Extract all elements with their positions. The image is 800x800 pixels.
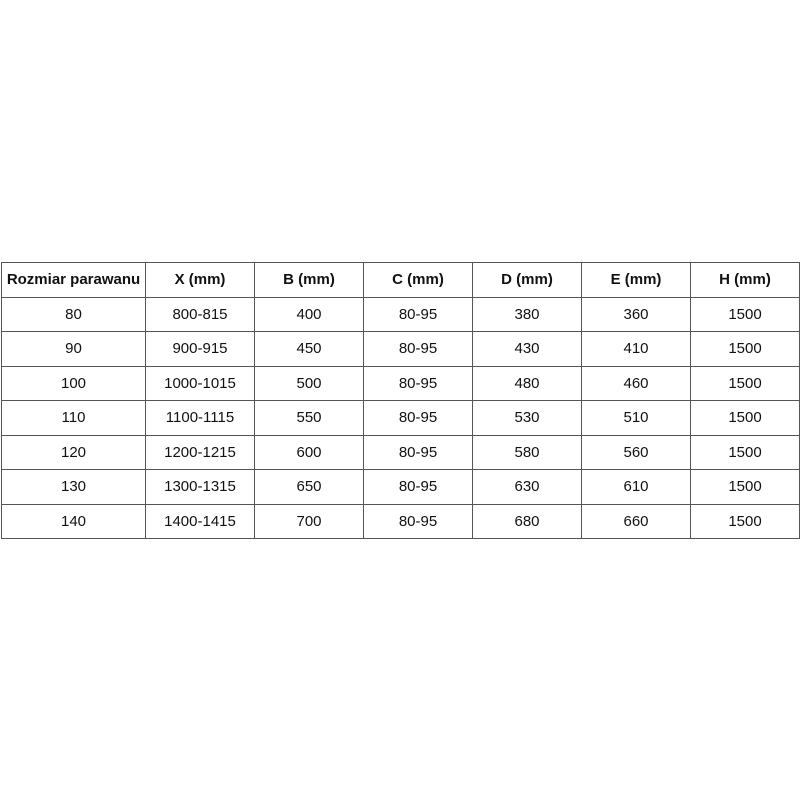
table-cell: 1500 xyxy=(690,365,800,401)
table-cell: 610 xyxy=(581,469,691,505)
table-cell: 400 xyxy=(254,296,364,332)
table-cell: 1500 xyxy=(690,469,800,505)
table-cell: 900-915 xyxy=(145,331,255,367)
table-cell: 660 xyxy=(581,503,691,539)
table-row: 140 1400-1415 700 80-95 680 660 1500 xyxy=(1,503,800,539)
table-cell: 550 xyxy=(254,400,364,436)
column-header: E (mm) xyxy=(581,262,691,298)
table-cell: 630 xyxy=(472,469,582,505)
table-header-row: Rozmiar parawanu X (mm) B (mm) C (mm) D (mm)… xyxy=(1,262,800,298)
table-cell: 100 xyxy=(1,365,146,401)
table-cell: 80 xyxy=(1,296,146,332)
table-cell: 1500 xyxy=(690,331,800,367)
column-header: D (mm) xyxy=(472,262,582,298)
table-cell: 130 xyxy=(1,469,146,505)
table-cell: 430 xyxy=(472,331,582,367)
dimensions-table: Rozmiar parawanu X (mm) B (mm) C (mm) D (mm)… xyxy=(1,262,800,539)
table-cell: 600 xyxy=(254,434,364,470)
table-cell: 410 xyxy=(581,331,691,367)
table-cell: 510 xyxy=(581,400,691,436)
table-cell: 1500 xyxy=(690,434,800,470)
table-row: 120 1200-1215 600 80-95 580 560 1500 xyxy=(1,434,800,470)
table-cell: 360 xyxy=(581,296,691,332)
table-cell: 1300-1315 xyxy=(145,469,255,505)
table-row: 130 1300-1315 650 80-95 630 610 1500 xyxy=(1,469,800,505)
table-cell: 500 xyxy=(254,365,364,401)
table-cell: 700 xyxy=(254,503,364,539)
column-header: C (mm) xyxy=(363,262,473,298)
column-header: X (mm) xyxy=(145,262,255,298)
table-cell: 1400-1415 xyxy=(145,503,255,539)
table-cell: 460 xyxy=(581,365,691,401)
table-cell: 1500 xyxy=(690,503,800,539)
table-cell: 800-815 xyxy=(145,296,255,332)
table-cell: 580 xyxy=(472,434,582,470)
table-cell: 1500 xyxy=(690,296,800,332)
table-cell: 480 xyxy=(472,365,582,401)
table-cell: 1100-1115 xyxy=(145,400,255,436)
table-cell: 80-95 xyxy=(363,331,473,367)
table-cell: 120 xyxy=(1,434,146,470)
table-cell: 650 xyxy=(254,469,364,505)
table-row: 90 900-915 450 80-95 430 410 1500 xyxy=(1,331,800,367)
table-row: 100 1000-1015 500 80-95 480 460 1500 xyxy=(1,365,800,401)
table-cell: 560 xyxy=(581,434,691,470)
table-cell: 380 xyxy=(472,296,582,332)
table-cell: 450 xyxy=(254,331,364,367)
table-row: 80 800-815 400 80-95 380 360 1500 xyxy=(1,296,800,332)
column-header: Rozmiar parawanu xyxy=(1,262,146,298)
table-cell: 80-95 xyxy=(363,296,473,332)
table-cell: 1500 xyxy=(690,400,800,436)
table-cell: 80-95 xyxy=(363,469,473,505)
table-cell: 80-95 xyxy=(363,365,473,401)
table-cell: 80-95 xyxy=(363,434,473,470)
table-cell: 1000-1015 xyxy=(145,365,255,401)
table-cell: 680 xyxy=(472,503,582,539)
column-header: B (mm) xyxy=(254,262,364,298)
table-cell: 80-95 xyxy=(363,400,473,436)
table-cell: 530 xyxy=(472,400,582,436)
table-cell: 80-95 xyxy=(363,503,473,539)
table-cell: 1200-1215 xyxy=(145,434,255,470)
table-cell: 140 xyxy=(1,503,146,539)
table-cell: 90 xyxy=(1,331,146,367)
column-header: H (mm) xyxy=(690,262,800,298)
table-row: 110 1100-1115 550 80-95 530 510 1500 xyxy=(1,400,800,436)
table-cell: 110 xyxy=(1,400,146,436)
